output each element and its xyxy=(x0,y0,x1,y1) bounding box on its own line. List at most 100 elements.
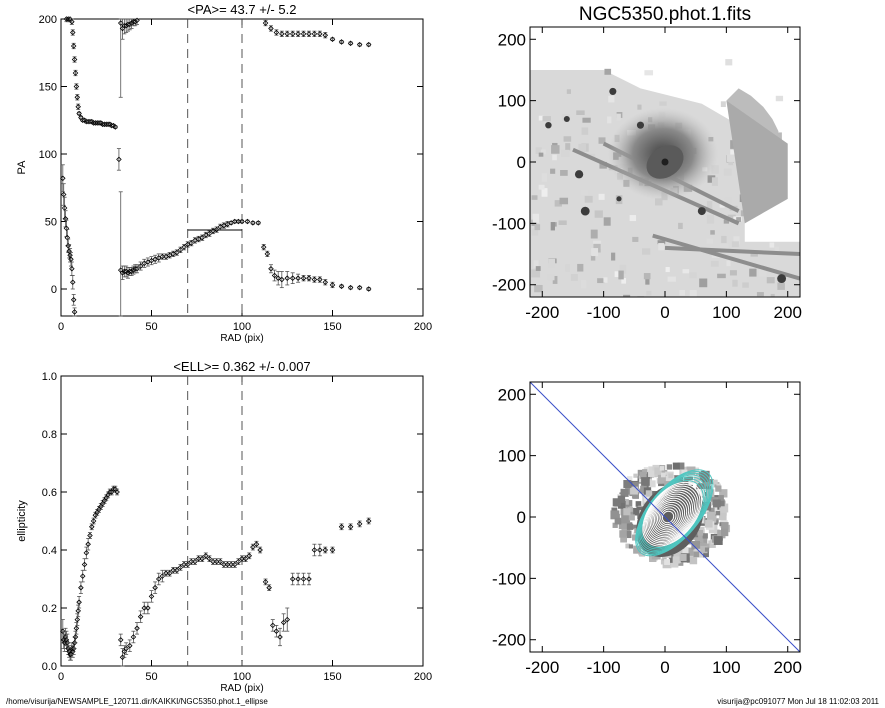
pa-ytick-label: 0 xyxy=(51,284,57,296)
ell-data-point xyxy=(85,541,91,547)
field-star xyxy=(574,170,584,179)
pa-data-point xyxy=(137,263,144,269)
noise-pixel xyxy=(770,293,775,297)
pa-data-point xyxy=(306,31,312,37)
ell-data-point xyxy=(365,518,372,524)
img2-ytick-label: -100 xyxy=(492,569,526,588)
masked-pixel xyxy=(708,479,714,485)
masked-pixel xyxy=(700,545,708,554)
masked-pixel xyxy=(660,558,667,565)
masked-pixel xyxy=(668,473,674,479)
ell-data-point xyxy=(155,576,162,582)
masked-pixel xyxy=(708,540,716,548)
masked-pixel xyxy=(648,480,656,488)
pa-data-point xyxy=(322,279,329,286)
pa-profile-panel: <PA>= 43.7 +/- 5.2 RAD (pix) PA 0 50 100 150 20… xyxy=(16,2,432,344)
ell-data-point xyxy=(152,584,158,591)
isophote-ellipse xyxy=(647,489,695,541)
masked-pixel xyxy=(694,534,704,543)
field-star xyxy=(545,121,552,129)
noise-pixel xyxy=(723,219,730,224)
pa-plot-frame xyxy=(60,18,424,317)
noise-pixel xyxy=(618,270,624,280)
masked-sector-fan xyxy=(726,100,788,224)
noise-pixel xyxy=(759,268,767,277)
masked-pixel xyxy=(623,480,632,489)
pa-ytick-label: 100 xyxy=(39,149,57,161)
ell-data-point xyxy=(338,524,345,530)
masked-pixel xyxy=(706,489,715,497)
pa-xlabel: RAD (pix) xyxy=(220,333,263,344)
pa-data-point xyxy=(66,248,72,254)
ell-data-point xyxy=(221,561,227,568)
masked-pixel xyxy=(620,488,629,497)
masked-pixel xyxy=(713,536,723,545)
masked-pixel xyxy=(632,492,639,499)
pa-data-point xyxy=(347,284,354,291)
ell-data-point xyxy=(79,573,86,579)
noise-pixel xyxy=(532,213,540,223)
isophote-ellipse xyxy=(645,487,697,542)
ellipse-overlay-panel: -200 -100 0 100 200 -200 -100 0 100 200 xyxy=(492,381,802,677)
masked-pixel xyxy=(672,462,680,470)
ell-data-point xyxy=(72,634,79,640)
pa-xtick-label: 150 xyxy=(323,321,341,333)
masked-pixel xyxy=(639,471,647,479)
noise-pixel xyxy=(727,214,736,221)
noise-pixel xyxy=(717,273,726,279)
galaxy-image-title: NGC5350.phot.1.fits xyxy=(579,4,751,25)
pa-xtick-label: 100 xyxy=(233,321,251,333)
noise-pixel xyxy=(756,292,764,297)
img1-xtick-label: -200 xyxy=(525,303,559,322)
masked-pixel xyxy=(648,470,655,478)
masked-pixel xyxy=(617,495,626,503)
noise-pixel xyxy=(570,274,578,281)
noise-pixel xyxy=(548,258,556,268)
masked-pixel xyxy=(625,543,631,549)
pa-data-point xyxy=(69,265,75,272)
pa-data-point xyxy=(365,41,372,48)
masked-pixel xyxy=(665,475,675,485)
noise-pixel xyxy=(551,145,560,154)
pa-data-point xyxy=(284,31,291,37)
field-star xyxy=(616,196,622,202)
masked-pixel xyxy=(626,523,634,530)
ell-data-point xyxy=(280,619,287,626)
pa-data-point xyxy=(365,286,372,292)
noise-pixel xyxy=(607,116,612,124)
masked-pixel xyxy=(697,529,704,536)
ell-data-point xyxy=(148,593,155,600)
ell-data-point xyxy=(170,567,176,574)
pa-data-point xyxy=(260,244,267,250)
noise-pixel xyxy=(550,168,556,174)
ell-data-point xyxy=(257,547,263,553)
img2-ytick-label: 0 xyxy=(517,508,526,527)
pa-data-point xyxy=(317,31,323,37)
ell-data-point xyxy=(210,558,216,565)
masked-pixel xyxy=(700,470,710,480)
pa-data-point xyxy=(71,309,78,315)
masked-pixel xyxy=(659,466,665,471)
noise-pixel xyxy=(584,195,593,203)
noise-pixel xyxy=(629,215,637,222)
img1-ytick-label: -200 xyxy=(492,276,526,295)
masked-pixel xyxy=(642,469,648,475)
masked-pixel xyxy=(710,507,715,512)
pa-data-point xyxy=(347,40,354,47)
ell-data-point xyxy=(213,558,220,565)
noise-pixel xyxy=(540,149,546,155)
img2-ytick-label: 100 xyxy=(498,447,526,466)
noise-pixel xyxy=(723,168,732,176)
noise-pixel xyxy=(711,177,718,186)
noise-pixel xyxy=(706,214,715,224)
pa-data-point xyxy=(300,275,307,281)
pa-data-point xyxy=(255,220,262,226)
pa-data-point xyxy=(73,83,80,90)
masked-pixel xyxy=(618,520,628,530)
noise-pixel xyxy=(597,278,605,284)
pa-data-point xyxy=(60,191,67,198)
ell-data-point xyxy=(141,605,148,611)
masked-pixel xyxy=(662,556,667,561)
masked-pixel xyxy=(695,472,701,478)
